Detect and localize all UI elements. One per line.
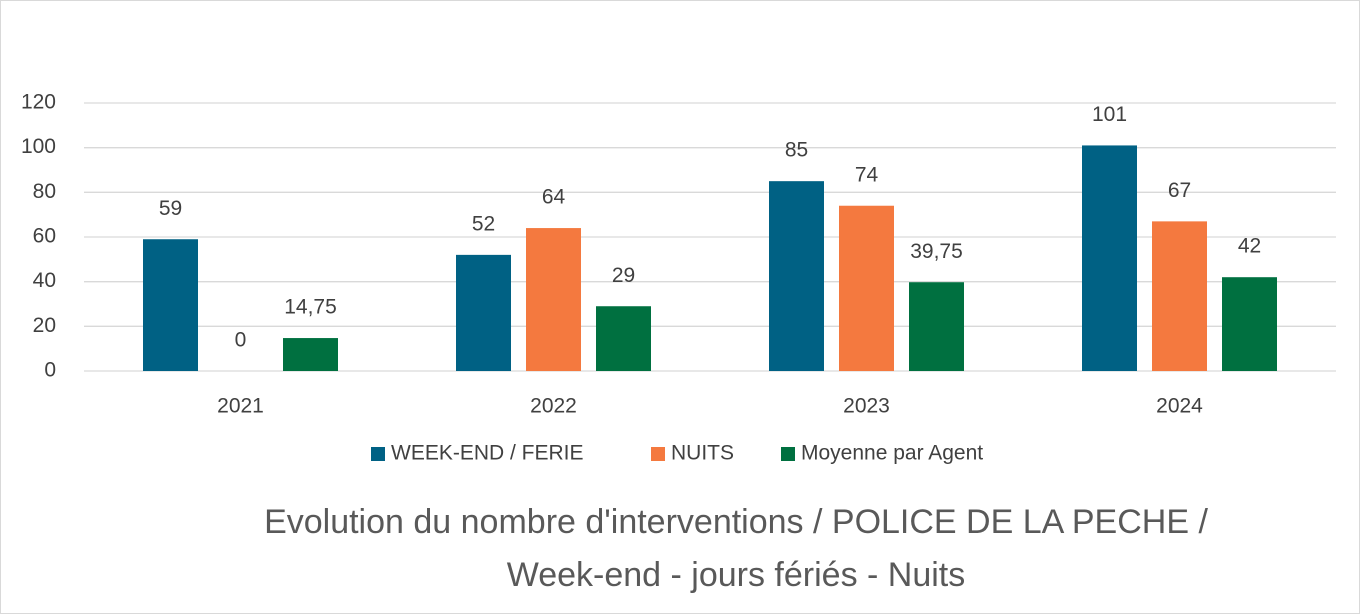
legend-swatch (371, 447, 385, 461)
data-label: 39,75 (910, 240, 963, 263)
y-tick-label: 100 (21, 135, 56, 158)
bar (283, 338, 338, 371)
data-label: 29 (612, 264, 635, 287)
data-label: 42 (1238, 235, 1261, 258)
x-tick-label: 2023 (843, 395, 890, 418)
data-label: 59 (159, 197, 182, 220)
data-label: 52 (472, 212, 495, 235)
y-tick-label: 120 (21, 91, 56, 114)
legend-label: NUITS (671, 442, 734, 465)
data-label: 74 (855, 163, 879, 186)
bar (1082, 145, 1137, 371)
data-label: 67 (1168, 179, 1191, 202)
y-tick-label: 0 (44, 359, 56, 382)
legend-swatch (781, 447, 795, 461)
x-tick-label: 2021 (217, 395, 264, 418)
bar (1222, 277, 1277, 371)
chart-title: Evolution du nombre d'interventions / PO… (264, 503, 1208, 594)
y-tick-label: 40 (33, 269, 56, 292)
data-label: 101 (1092, 103, 1127, 126)
x-tick-label: 2022 (530, 395, 577, 418)
bar (839, 205, 894, 371)
bar (526, 228, 581, 371)
data-label: 85 (785, 139, 808, 162)
y-tick-label: 60 (33, 225, 56, 248)
data-label: 14,75 (284, 296, 337, 319)
data-label: 64 (542, 186, 566, 209)
y-tick-label: 20 (33, 314, 56, 337)
bar (596, 306, 651, 371)
legend-label: WEEK-END / FERIE (391, 442, 584, 465)
bar (456, 254, 511, 371)
bar (769, 181, 824, 371)
bar (1152, 221, 1207, 371)
data-label: 0 (235, 329, 247, 352)
x-tick-label: 2024 (1156, 395, 1203, 418)
y-tick-label: 80 (33, 180, 56, 203)
legend-label: Moyenne par Agent (801, 442, 983, 465)
bar (909, 282, 964, 371)
bar (143, 239, 198, 371)
legend-swatch (651, 447, 665, 461)
